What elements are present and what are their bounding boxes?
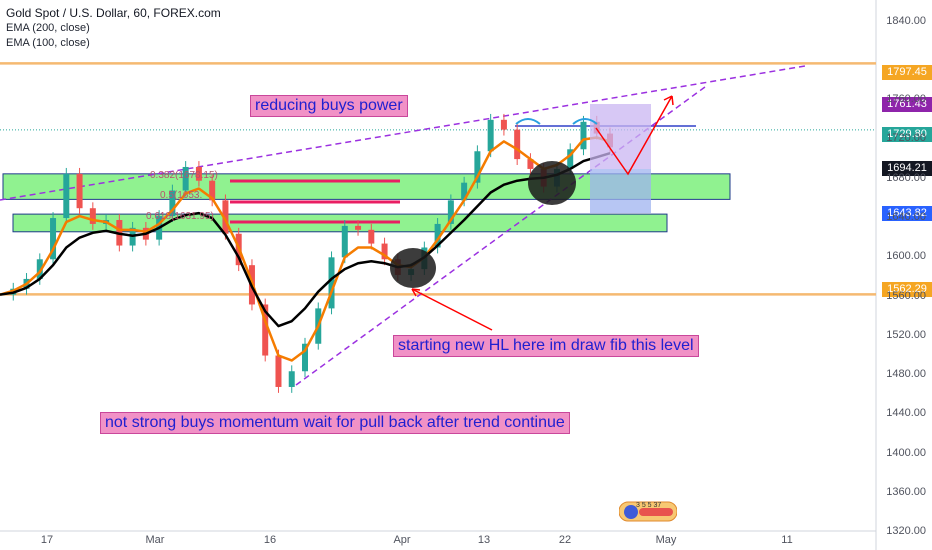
symbol-title[interactable]: Gold Spot / U.S. Dollar, 60, FOREX.com <box>6 6 221 20</box>
tradingview-logo-icon: 3 5 5 37 <box>619 501 677 522</box>
candle-body-21 <box>275 355 282 387</box>
position-stop-box <box>590 169 651 213</box>
y-tick-label: 1360.00 <box>886 486 926 499</box>
x-tick-label: 22 <box>558 534 572 546</box>
momentum-note[interactable]: not strong buys momentum wait for pull b… <box>100 412 570 434</box>
y-tick-label: 1400.00 <box>886 446 926 459</box>
ema-lines <box>0 136 611 362</box>
y-tick-label: 1680.00 <box>886 171 926 184</box>
y-tick-label: 1520.00 <box>886 328 926 341</box>
y-tick-label: 1560.00 <box>886 289 926 302</box>
projection-arrow <box>595 95 673 176</box>
plot-area <box>0 0 876 550</box>
candle-body-44 <box>580 121 587 150</box>
candle-body-13 <box>169 190 176 217</box>
candle-body-35 <box>461 182 468 201</box>
candle-body-39 <box>514 129 521 160</box>
candle-body-14 <box>182 166 189 191</box>
price-tag-1562: 1562.29 <box>882 282 932 297</box>
price-tag-1643: 1643.82 <box>882 206 932 221</box>
price-tag-1761: 1761.43 <box>882 97 932 112</box>
fib-618-label: 0.618(1631.95) <box>146 211 214 222</box>
projection-arrow-head <box>663 95 674 106</box>
top-arc-2 <box>572 118 598 125</box>
price-tag-1729: 1729.80 <box>882 127 932 142</box>
hl-pointer-arrow <box>411 288 493 331</box>
drawings <box>390 95 674 331</box>
higher-low-marker-1 <box>390 248 436 288</box>
chart-legend: Gold Spot / U.S. Dollar, 60, FOREX.com E… <box>6 6 221 51</box>
candle-body-23 <box>302 343 308 372</box>
candle-body-43 <box>567 149 574 169</box>
candle-body-25 <box>328 257 335 309</box>
x-tick-label: Mar <box>145 534 165 546</box>
x-tick-label: 13 <box>477 534 491 546</box>
fib-382-label: 0.382(1678.15) <box>150 170 218 181</box>
price-tag-1797: 1797.45 <box>882 65 932 80</box>
horizontal-levels <box>0 62 876 296</box>
candle-body-40 <box>527 159 534 169</box>
candle-body-16 <box>209 180 216 201</box>
hl-pointer-arrow-head <box>411 288 421 297</box>
candle-body-33 <box>434 223 441 248</box>
price-tag-1694: 1694.21 <box>882 161 932 176</box>
candle-body-38 <box>500 119 507 130</box>
candle-body-20 <box>262 304 269 356</box>
candle-body-29 <box>381 243 388 260</box>
upper-trendline <box>0 65 806 201</box>
candle-body-5 <box>63 173 70 219</box>
candle-body-3 <box>36 259 43 279</box>
candle-body-28 <box>368 229 375 244</box>
candle-body-22 <box>288 371 295 387</box>
y-tick-label: 1440.00 <box>886 407 926 420</box>
x-tick-label: 16 <box>263 534 277 546</box>
y-tick-label: 1760.00 <box>886 93 926 106</box>
fib-5-label: 0.5(1653. <box>160 190 203 201</box>
ema100-legend[interactable]: EMA (100, close) <box>6 37 90 49</box>
y-tick-label: 1320.00 <box>886 525 926 538</box>
position-target-box <box>590 104 651 169</box>
new-hl-note[interactable]: starting new HL here im draw fib this le… <box>393 335 699 357</box>
higher-low-marker-2 <box>528 161 576 205</box>
candle-body-34 <box>447 200 454 224</box>
y-tick-label: 1840.00 <box>886 14 926 27</box>
svg-text:3 5 5 37: 3 5 5 37 <box>636 502 661 509</box>
reducing-buys-note[interactable]: reducing buys power <box>250 95 408 117</box>
x-tick-label: 11 <box>781 534 793 546</box>
y-tick-label: 1600.00 <box>886 250 926 263</box>
candle-body-36 <box>474 151 481 183</box>
candle-body-7 <box>89 208 96 224</box>
y-tick-label: 1480.00 <box>886 368 926 381</box>
chart-background <box>0 0 877 550</box>
x-tick-label: 17 <box>40 534 54 546</box>
candle-body-6 <box>76 173 83 209</box>
y-tick-label: 1640.00 <box>886 211 926 224</box>
candle-body-27 <box>355 225 362 230</box>
ema200-legend[interactable]: EMA (200, close) <box>6 22 90 34</box>
candle-body-26 <box>341 225 348 258</box>
x-tick-label: May <box>655 534 677 546</box>
candle-body-17 <box>222 200 229 234</box>
ema100-line <box>0 136 611 362</box>
candle-body-15 <box>195 166 202 181</box>
y-tick-label: 1720.00 <box>886 132 926 145</box>
top-arc-1 <box>515 118 541 125</box>
ema200-line <box>0 152 611 328</box>
x-tick-label: Apr <box>393 534 411 546</box>
candle-body-4 <box>50 218 57 260</box>
candle-body-37 <box>487 119 494 152</box>
